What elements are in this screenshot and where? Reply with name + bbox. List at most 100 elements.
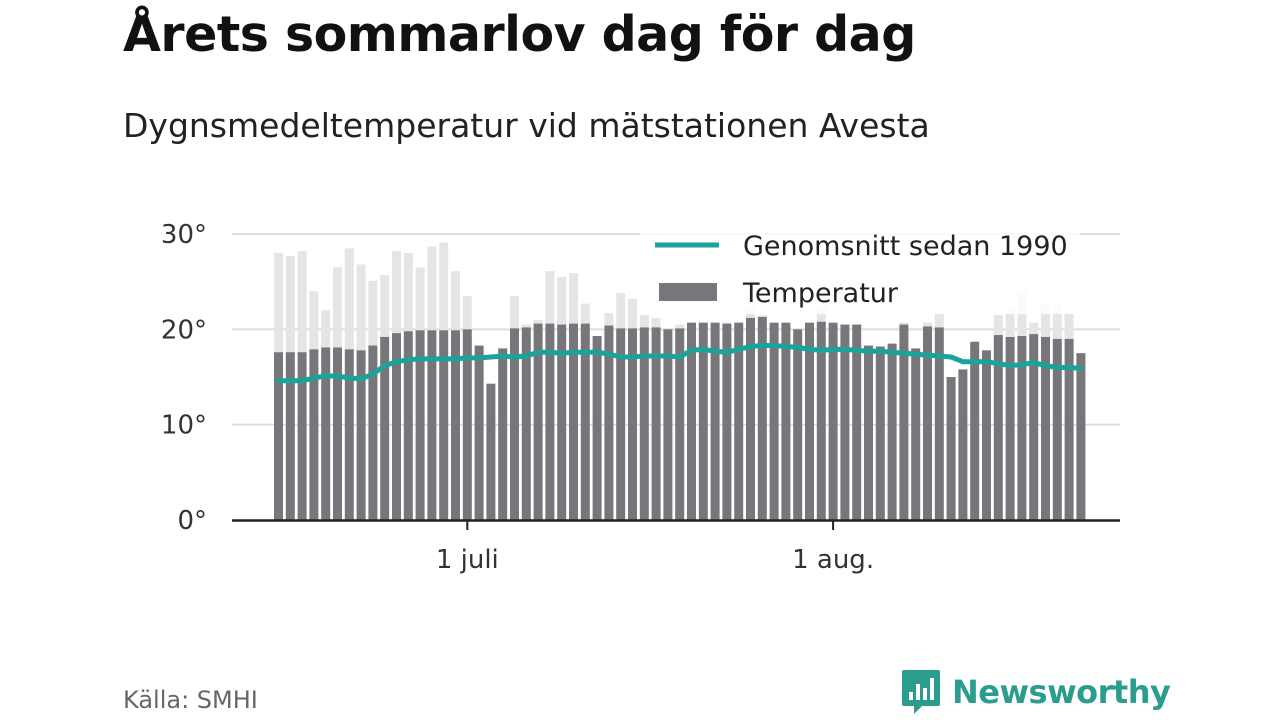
chart-subtitle: Dygnsmedeltemperatur vid mätstationen Av… (123, 106, 930, 145)
temperature-bar (757, 316, 767, 520)
temperature-bar-excess (297, 251, 307, 353)
temperature-bar (793, 329, 803, 520)
temperature-bar-excess (451, 271, 460, 331)
temperature-bar-excess (1064, 313, 1074, 339)
legend-label-temperature: Temperatur (742, 278, 899, 309)
temperature-bar (427, 330, 437, 520)
temperature-bar-excess (274, 253, 283, 353)
temperature-bar-excess (934, 313, 944, 328)
temperature-bar-excess (604, 313, 614, 326)
temperature-bar (887, 343, 897, 520)
source-note: Källa: SMHI (123, 686, 258, 714)
temperature-bar-excess (923, 322, 932, 327)
temperature-bar (746, 317, 755, 520)
temperature-bar-excess (757, 315, 767, 317)
temperature-bar (911, 348, 921, 520)
legend-swatch-temperature (659, 283, 717, 301)
temperature-bar (557, 324, 567, 520)
temperature-bar (380, 336, 390, 520)
temperature-bar (1064, 338, 1074, 520)
average-line (276, 343, 1084, 384)
temperature-bar (486, 383, 496, 520)
temperature-bar (864, 345, 873, 520)
y-tick-label: 30° (161, 220, 207, 250)
temperature-bar (899, 324, 909, 520)
temperature-bar-excess (533, 319, 543, 324)
temperature-bar-excess (1052, 305, 1062, 339)
x-ticks: 1 juli 1 aug. (436, 520, 874, 575)
temperature-bar-excess (392, 251, 401, 334)
temperature-bar-excess (545, 271, 555, 324)
temperature-bar-excess (285, 255, 295, 353)
temperature-bar-excess (580, 303, 590, 324)
temperature-bar (392, 333, 401, 520)
temperature-bar-excess (628, 298, 637, 329)
temperature-bar (309, 349, 319, 520)
temperature-bar (592, 336, 602, 520)
temperature-bar-excess (380, 274, 390, 337)
temperature-bar-excess (639, 315, 649, 328)
temperature-bar (934, 327, 944, 520)
temperature-bar (687, 322, 696, 520)
temperature-bar (982, 350, 991, 520)
temperature-bar (923, 326, 932, 520)
temperature-bar-excess (1041, 303, 1050, 337)
temperature-bar (285, 352, 295, 520)
temperature-bar (663, 329, 673, 520)
temperature-bar (616, 328, 626, 520)
temperature-bar (1029, 334, 1039, 520)
brand-name: Newsworthy (952, 673, 1171, 711)
temperature-bar (698, 322, 708, 520)
temperature-bar (415, 330, 425, 520)
temperature-bar (521, 327, 531, 520)
temperature-bar-excess (557, 276, 567, 325)
temperature-bar (769, 322, 779, 520)
temperature-bar (1052, 338, 1062, 520)
y-tick-labels: 0° 10° 20° 30° (161, 220, 207, 536)
temperature-bar (498, 348, 508, 520)
y-tick-label: 0° (177, 506, 207, 536)
temperature-bar (675, 328, 685, 520)
temperature-bar (344, 349, 354, 520)
temperature-bar (840, 324, 850, 520)
temperature-bar-excess (415, 267, 425, 331)
temperature-bar (993, 335, 1003, 520)
temperature-bar-excess (993, 315, 1003, 336)
y-tick-label: 10° (161, 411, 207, 441)
temperature-bar (321, 347, 331, 520)
temperature-bar-excess (344, 248, 354, 350)
temperature-bar-excess (333, 267, 342, 348)
temperature-bar (1076, 353, 1086, 520)
temperature-bar (356, 350, 366, 520)
temperature-bar-excess (368, 280, 378, 346)
temperature-bar-excess (462, 295, 472, 330)
temperature-bar-excess (1029, 322, 1039, 335)
temperature-bar (805, 322, 814, 520)
temperature-bar-excess (722, 322, 732, 324)
temperature-bar-excess (899, 322, 909, 325)
temperature-bar (545, 323, 555, 520)
temperature-bar-excess (569, 273, 578, 324)
temperature-bar (958, 369, 968, 520)
temperature-bar (781, 322, 791, 520)
temperature-bar (710, 322, 720, 520)
temperature-bar-excess (616, 293, 626, 329)
temperature-bar-excess (1005, 308, 1015, 337)
temperature-bar-excess (816, 306, 826, 322)
temperature-bar (639, 327, 649, 520)
temperature-bar (828, 322, 838, 520)
temperature-bar (474, 345, 484, 520)
temperature-bar (580, 323, 590, 520)
temperature-bar (970, 341, 980, 520)
temperature-bar-excess (651, 317, 661, 328)
temperature-bar (1041, 336, 1050, 520)
temperature-bar (274, 352, 283, 520)
temperature-bar-excess (521, 324, 531, 328)
temperature-bar (569, 323, 578, 520)
temperature-bar (628, 328, 637, 520)
temperature-bar (403, 331, 413, 520)
temperature-bar-excess (309, 291, 319, 350)
brand-logo: Newsworthy (900, 668, 1171, 716)
temperature-bar (510, 328, 519, 520)
